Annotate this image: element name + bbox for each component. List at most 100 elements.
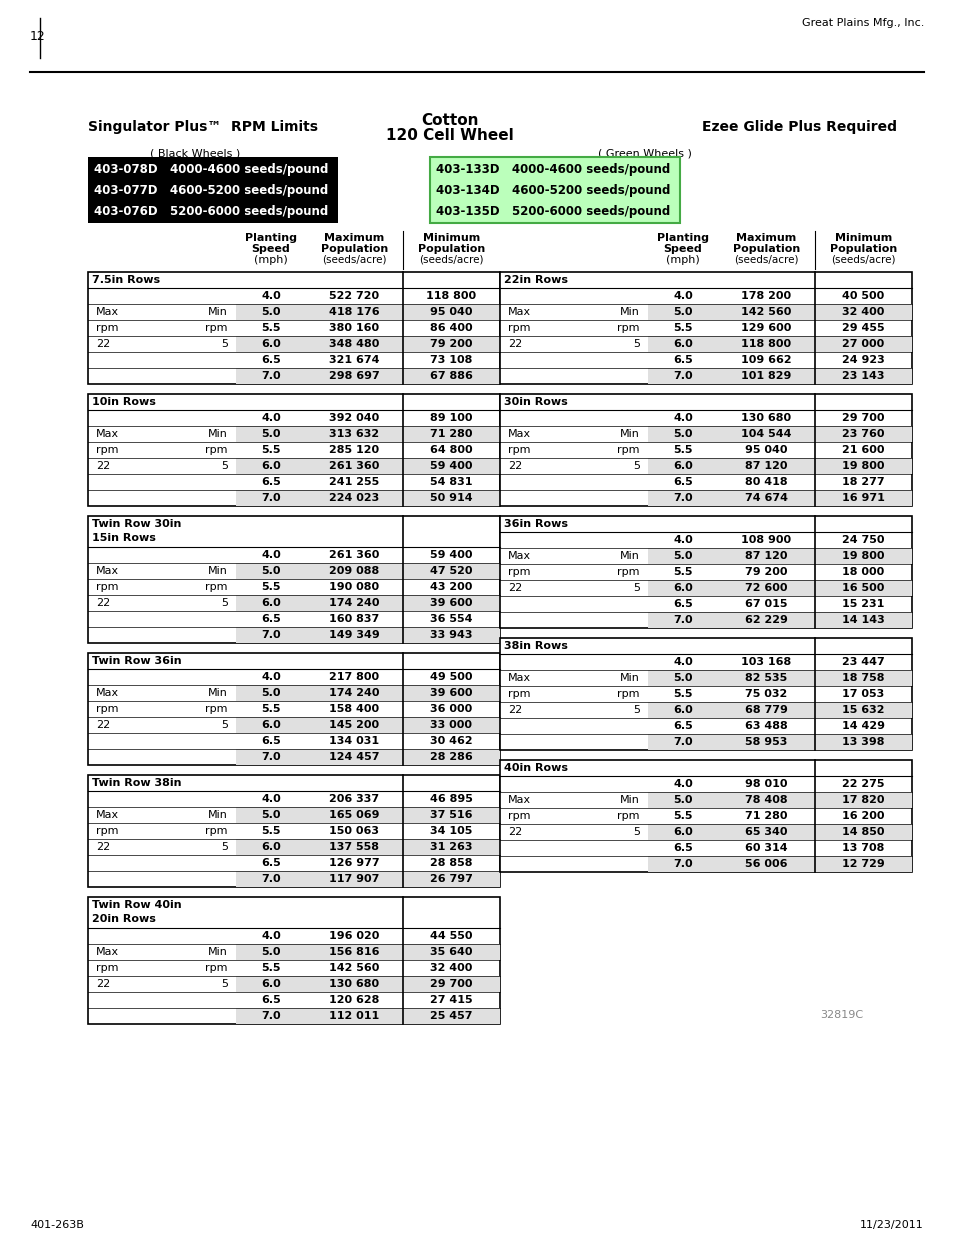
Text: 82 535: 82 535 [744,673,787,683]
Text: 4.0: 4.0 [261,931,280,941]
Text: 6.5: 6.5 [673,844,692,853]
Text: 5: 5 [221,338,228,350]
Text: 24 750: 24 750 [841,535,883,545]
Text: Great Plains Mfg., Inc.: Great Plains Mfg., Inc. [801,19,923,28]
Bar [647,304,814,320]
Text: Twin Row 40in: Twin Row 40in [91,900,181,910]
Bar [402,304,499,320]
Text: 36 554: 36 554 [430,614,473,624]
Text: 6.0: 6.0 [261,842,280,852]
Text: Population: Population [829,245,896,254]
Bar [235,368,402,384]
Bar [814,304,911,320]
Text: Max: Max [507,673,531,683]
Text: Speed: Speed [663,245,701,254]
Text: 5: 5 [633,338,639,350]
Text: 46 895: 46 895 [430,794,473,804]
Text: 403-076D   5200-6000 seeds/pound: 403-076D 5200-6000 seeds/pound [94,205,328,219]
Text: Min: Min [208,566,228,576]
Text: 4.0: 4.0 [673,535,692,545]
Text: 15 231: 15 231 [841,599,883,609]
Text: 348 480: 348 480 [329,338,379,350]
Text: 36in Rows: 36in Rows [503,519,567,529]
Text: 380 160: 380 160 [329,324,379,333]
Text: 26 797: 26 797 [430,874,473,884]
Bar [402,1008,499,1024]
Bar [235,839,402,855]
Bar [814,824,911,840]
Text: Minimum: Minimum [422,233,479,243]
Text: 142 560: 142 560 [740,308,791,317]
Text: 19 800: 19 800 [841,461,883,471]
Text: Cotton: Cotton [421,112,478,128]
Bar [814,734,911,750]
Text: 129 600: 129 600 [740,324,791,333]
Text: 67 886: 67 886 [430,370,473,382]
Text: 38in Rows: 38in Rows [503,641,567,651]
Text: 22: 22 [96,979,111,989]
Bar [402,458,499,474]
Text: 118 800: 118 800 [740,338,791,350]
Bar [235,304,402,320]
Text: 75 032: 75 032 [744,689,787,699]
Text: 74 674: 74 674 [744,493,787,503]
Text: 117 907: 117 907 [329,874,379,884]
Text: 58 953: 58 953 [744,737,787,747]
Text: Min: Min [208,429,228,438]
Text: 59 400: 59 400 [430,461,473,471]
Text: 29 455: 29 455 [841,324,883,333]
Text: 5.0: 5.0 [261,688,280,698]
Bar [235,685,402,701]
Bar [402,426,499,442]
Text: 224 023: 224 023 [329,493,379,503]
Text: 22: 22 [96,338,111,350]
Text: 5.0: 5.0 [673,673,692,683]
Text: 126 977: 126 977 [329,858,379,868]
Text: Min: Min [619,308,639,317]
Text: rpm: rpm [617,689,639,699]
Bar [814,613,911,629]
Text: 11/23/2011: 11/23/2011 [860,1220,923,1230]
Text: 24 923: 24 923 [841,354,884,366]
Text: 5.0: 5.0 [261,947,280,957]
Text: 209 088: 209 088 [329,566,379,576]
Text: Planting: Planting [657,233,708,243]
Text: 403-135D   5200-6000 seeds/pound: 403-135D 5200-6000 seeds/pound [436,205,670,219]
Text: 30in Rows: 30in Rows [503,396,567,408]
Text: 44 550: 44 550 [430,931,473,941]
Text: 5: 5 [221,979,228,989]
Text: rpm: rpm [507,811,530,821]
Text: rpm: rpm [617,811,639,821]
Text: 6.5: 6.5 [673,599,692,609]
Text: 130 680: 130 680 [329,979,379,989]
Text: 72 600: 72 600 [744,583,787,593]
Text: ( Black Wheels ): ( Black Wheels ) [150,148,240,158]
Bar [814,490,911,506]
Text: 6.0: 6.0 [261,720,280,730]
Text: 403-134D   4600-5200 seeds/pound: 403-134D 4600-5200 seeds/pound [436,184,670,198]
Text: rpm: rpm [96,582,118,592]
Text: 35 640: 35 640 [430,947,473,957]
Text: 5.5: 5.5 [261,704,280,714]
Text: Planting: Planting [245,233,296,243]
Text: 43 200: 43 200 [430,582,472,592]
Text: 120 Cell Wheel: 120 Cell Wheel [386,128,514,143]
Text: 206 337: 206 337 [329,794,379,804]
Bar [499,394,911,506]
Text: 6.5: 6.5 [261,614,280,624]
Text: (seeds/acre): (seeds/acre) [830,254,895,266]
Text: 5.0: 5.0 [261,566,280,576]
Bar [88,897,499,1024]
Text: 7.0: 7.0 [673,615,692,625]
Text: 32819C: 32819C [820,1010,862,1020]
Bar [235,490,402,506]
Text: 67 015: 67 015 [744,599,787,609]
Text: 89 100: 89 100 [430,412,473,424]
Bar [88,776,499,887]
Bar [235,458,402,474]
Text: 6.5: 6.5 [261,477,280,487]
Text: 403-133D   4000-4600 seeds/pound: 403-133D 4000-4600 seeds/pound [436,163,670,177]
Text: Min: Min [208,947,228,957]
Text: 12 729: 12 729 [841,860,884,869]
Text: 321 674: 321 674 [329,354,379,366]
